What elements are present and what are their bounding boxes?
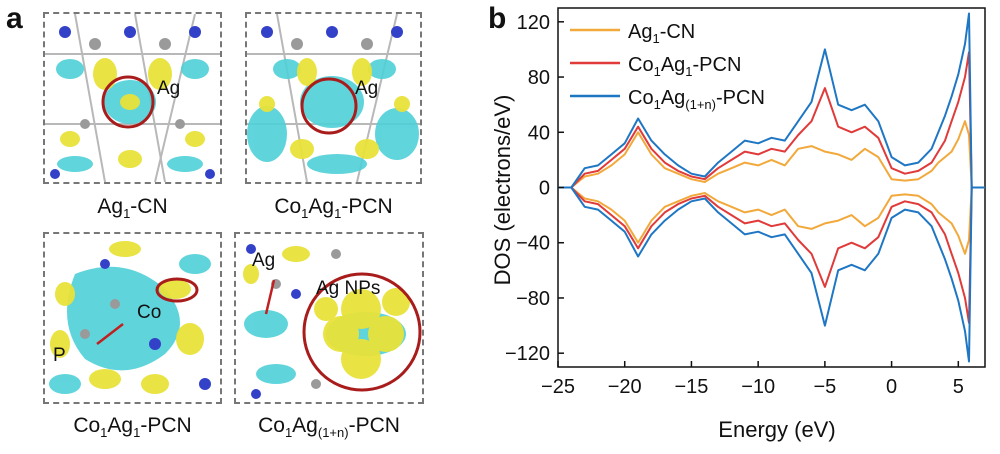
caption-text: -CN bbox=[130, 195, 168, 218]
series-line-3-up bbox=[558, 12, 985, 189]
caption-text: Ag bbox=[107, 414, 134, 437]
x-tick-label: −5 bbox=[813, 376, 836, 398]
thumb-ag1-cn-render: Ag bbox=[45, 14, 220, 182]
thumb-co1ag1-pcn-top: Ag bbox=[245, 12, 422, 184]
legend-text: Ag bbox=[661, 54, 685, 76]
legend-text: Co bbox=[628, 54, 654, 76]
legend-text: Co bbox=[628, 87, 654, 109]
thumb-co1ag1n-pcn: Ag Ag NPs bbox=[234, 232, 424, 404]
series-line-2-up bbox=[558, 51, 985, 189]
caption-text: Ag bbox=[97, 195, 124, 218]
caption-co1ag1-pcn-bottom: Co1Ag1-PCN bbox=[43, 414, 222, 440]
legend-label: Co1Ag1-PCN bbox=[628, 54, 741, 79]
legend-subscript: (1+n) bbox=[685, 97, 716, 112]
caption-subscript: 1 bbox=[100, 425, 108, 441]
thumb-co1ag1-pcn-bottom: Co P bbox=[43, 232, 222, 404]
panel-a-letter: a bbox=[6, 2, 23, 35]
thumb-co1ag1n-pcn-render: Ag Ag NPs bbox=[236, 234, 422, 402]
caption-text: Ag bbox=[292, 414, 318, 437]
legend-text: -CN bbox=[660, 21, 696, 43]
series-line-2-down bbox=[558, 186, 985, 324]
series-line-1-up bbox=[558, 120, 985, 189]
legend-subscript: 1 bbox=[685, 64, 692, 79]
legend-label: Co1Ag(1+n)-PCN bbox=[628, 87, 765, 112]
caption-text: Ag bbox=[308, 195, 335, 218]
y-tick-label: −80 bbox=[516, 288, 550, 310]
thumb-label-ag-nps: Ag NPs bbox=[316, 278, 380, 299]
legend-text: -PCN bbox=[716, 87, 765, 109]
plot-frame bbox=[557, 7, 986, 368]
caption-subscript: (1+n) bbox=[317, 425, 349, 441]
thumb-label-co: Co bbox=[137, 302, 161, 323]
caption-subscript: 1 bbox=[334, 206, 342, 222]
thumb-ag1-cn: Ag bbox=[43, 12, 222, 184]
caption-co1ag1-pcn-top: Co1Ag1-PCN bbox=[245, 195, 422, 221]
series-line-1-down bbox=[558, 186, 985, 255]
legend-subscript: 1 bbox=[652, 31, 659, 46]
caption-text: Co bbox=[274, 195, 302, 218]
legend-subscript: 1 bbox=[654, 97, 661, 112]
caption-text: -PCN bbox=[348, 414, 400, 437]
y-tick-label: 40 bbox=[528, 122, 550, 144]
thumb-label-p: P bbox=[53, 345, 66, 366]
thumb-co1ag1-pcn-top-render: Ag bbox=[247, 14, 420, 182]
caption-subscript: 1 bbox=[133, 425, 141, 441]
y-tick-label: 120 bbox=[517, 12, 550, 34]
thumb-label-ag: Ag bbox=[252, 250, 275, 271]
caption-subscript: 1 bbox=[284, 425, 293, 441]
y-axis-label: DOS (electrons/eV) bbox=[490, 95, 515, 286]
y-tick-label: −40 bbox=[516, 233, 550, 255]
x-tick-label: 0 bbox=[886, 376, 897, 398]
y-tick-label: 80 bbox=[528, 67, 550, 89]
thumb-label-ag: Ag bbox=[355, 78, 378, 99]
caption-ag1-cn: Ag1-CN bbox=[43, 195, 222, 221]
series-line-3-down bbox=[558, 186, 985, 363]
thumb-co1ag1-pcn-bottom-render: Co P bbox=[45, 234, 220, 402]
legend-text: -PCN bbox=[693, 54, 742, 76]
caption-subscript: 1 bbox=[301, 206, 309, 222]
x-tick-label: 5 bbox=[953, 376, 964, 398]
caption-subscript: 1 bbox=[123, 206, 131, 222]
x-axis-label: Energy (eV) bbox=[718, 417, 835, 442]
y-tick-label: −120 bbox=[505, 343, 550, 365]
legend-text: Ag bbox=[661, 87, 685, 109]
caption-co1ag1n-pcn: Co1Ag(1+n)-PCN bbox=[234, 414, 424, 440]
caption-text: Co bbox=[258, 414, 285, 437]
caption-text: -PCN bbox=[140, 414, 192, 437]
thumb-label-ag: Ag bbox=[157, 78, 180, 99]
x-tick-label: −15 bbox=[674, 376, 708, 398]
legend-label: Ag1-CN bbox=[628, 21, 695, 46]
caption-text: -PCN bbox=[341, 195, 393, 218]
y-tick-label: 0 bbox=[539, 178, 550, 200]
x-tick-label: −10 bbox=[741, 376, 775, 398]
legend-subscript: 1 bbox=[654, 64, 661, 79]
panel-b-letter: b bbox=[488, 2, 507, 35]
legend-text: Ag bbox=[628, 21, 652, 43]
x-tick-label: −20 bbox=[608, 376, 642, 398]
x-tick-label: −25 bbox=[541, 376, 575, 398]
caption-text: Co bbox=[73, 414, 101, 437]
